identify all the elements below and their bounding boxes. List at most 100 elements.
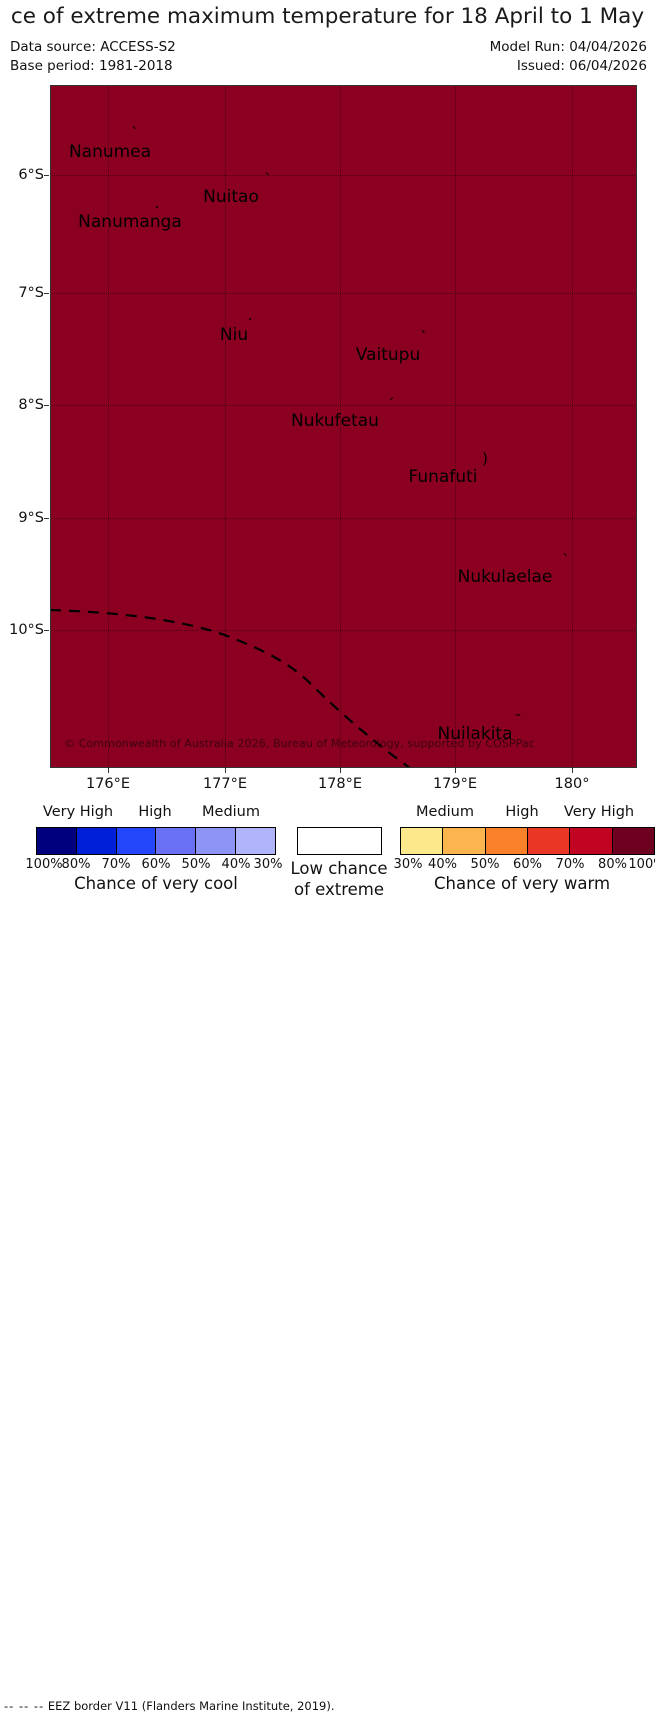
y-axis-tick-label: 10°S xyxy=(9,622,44,638)
x-axis-tick-mark xyxy=(340,768,341,773)
y-axis-tick-mark xyxy=(44,518,49,519)
warm-swatch[interactable] xyxy=(485,828,528,854)
cool-tick-label: 60% xyxy=(141,857,171,872)
cool-category-label: Very High xyxy=(42,804,114,820)
y-axis-tick-mark xyxy=(44,293,49,294)
island-label: Nuilakita xyxy=(437,724,513,744)
x-axis-tick-label: 177°E xyxy=(202,776,248,792)
gridline-horizontal xyxy=(50,293,637,294)
cool-swatch[interactable] xyxy=(236,828,275,854)
x-axis-tick-label: 180° xyxy=(554,776,590,792)
cool-legend-title: Chance of very cool xyxy=(74,874,238,893)
y-axis-tick-mark xyxy=(44,405,49,406)
gridline-horizontal xyxy=(50,405,637,406)
cool-colorbar[interactable] xyxy=(36,827,276,855)
x-axis-tick-mark xyxy=(225,768,226,773)
eez-dash-sample: -- -- -- xyxy=(4,1699,45,1713)
y-axis-tick-mark xyxy=(44,175,49,176)
warm-swatch[interactable] xyxy=(401,828,444,854)
island-marker-icon: ` xyxy=(562,551,570,570)
y-axis-tick-label: 9°S xyxy=(18,510,44,526)
warm-colorbar[interactable] xyxy=(400,827,655,855)
gridline-vertical xyxy=(572,85,573,768)
eez-footnote: -- -- -- EEZ border V11 (Flanders Marine… xyxy=(4,1699,335,1713)
cool-tick-label: 30% xyxy=(253,857,283,872)
gridline-horizontal xyxy=(50,630,637,631)
cool-tick-label: 40% xyxy=(221,857,251,872)
gridline-vertical xyxy=(340,85,341,768)
eez-footnote-text: EEZ border V11 (Flanders Marine Institut… xyxy=(47,1699,335,1713)
metadata-right: Model Run: 04/04/2026 Issued: 06/04/2026 xyxy=(490,38,647,76)
cool-swatch[interactable] xyxy=(76,828,117,854)
map-copyright: © Commonwealth of Australia 2026, Bureau… xyxy=(64,737,535,750)
low-chance-swatch[interactable] xyxy=(297,827,382,855)
x-axis-tick-label: 178°E xyxy=(317,776,363,792)
island-marker-icon: · xyxy=(154,198,160,217)
gridline-vertical xyxy=(108,85,109,768)
gridline-horizontal xyxy=(50,175,637,176)
cool-swatch[interactable] xyxy=(116,828,157,854)
cool-category-label: Medium xyxy=(202,804,260,820)
warm-tick-label: 70% xyxy=(555,857,585,872)
warm-category-label: Very High xyxy=(563,804,635,820)
legend: Very High High Medium 100% 80% 70% 60% 50% 40% 3… xyxy=(0,800,655,1713)
y-axis-tick-label: 6°S xyxy=(18,167,44,183)
cool-tick-label: 100% xyxy=(25,857,63,872)
y-axis-tick-mark xyxy=(44,630,49,631)
island-marker-icon: ` xyxy=(264,170,272,189)
cool-tick-label: 70% xyxy=(101,857,131,872)
gridline-vertical xyxy=(455,85,456,768)
island-label: Vaitupu xyxy=(355,345,421,365)
island-label: Nuitao xyxy=(203,187,259,207)
warm-swatch[interactable] xyxy=(443,828,486,854)
low-chance-line1: Low chance xyxy=(290,859,388,878)
island-marker-icon: · xyxy=(247,310,253,329)
warm-tick-label: 80% xyxy=(598,857,627,872)
warm-tick-label: 100% xyxy=(628,857,655,872)
cool-swatch[interactable] xyxy=(37,828,77,854)
warm-swatch[interactable] xyxy=(570,828,613,854)
cool-tick-label: 80% xyxy=(61,857,91,872)
island-label: Nanumea xyxy=(68,142,152,162)
warm-legend-title: Chance of very warm xyxy=(433,874,611,893)
warm-swatch[interactable] xyxy=(527,828,571,854)
warm-tick-label: 40% xyxy=(428,857,457,872)
cool-swatch[interactable] xyxy=(196,828,237,854)
cool-swatch[interactable] xyxy=(156,828,197,854)
warm-swatch[interactable] xyxy=(612,828,654,854)
warm-category-label: Medium xyxy=(416,804,474,820)
island-label: Nanumanga xyxy=(78,212,182,232)
island-marker-icon: ´ xyxy=(387,395,395,414)
island-marker-icon: ` xyxy=(420,328,428,347)
x-axis-tick-label: 176°E xyxy=(85,776,131,792)
model-run-text: Model Run: 04/04/2026 xyxy=(489,39,647,55)
island-marker-icon: ¯ xyxy=(514,711,522,730)
cool-category-label: High xyxy=(138,804,172,820)
x-axis-tick-label: 179°E xyxy=(432,776,478,792)
data-source-text: Data source: ACCESS-S2 xyxy=(10,39,176,55)
island-label: Funafuti xyxy=(408,467,478,487)
low-chance-label: Low chance of extreme xyxy=(264,858,414,900)
x-axis-tick-mark xyxy=(455,768,456,773)
eez-border-line xyxy=(50,608,411,768)
gridline-vertical xyxy=(225,85,226,768)
map-panel[interactable]: ` Nanumea ` Nuitao · Nanumanga · Niu ` Vaitupu ´ Nu… xyxy=(50,85,637,768)
gridline-horizontal xyxy=(50,518,637,519)
warm-tick-label: 50% xyxy=(470,857,500,872)
x-axis-tick-mark xyxy=(572,768,573,773)
warm-category-label: High xyxy=(505,804,539,820)
island-marker-icon: ) xyxy=(482,449,488,468)
page-title: ce of extreme maximum temperature for 18… xyxy=(10,4,645,29)
metadata-left: Data source: ACCESS-S2 Base period: 1981… xyxy=(10,38,176,76)
base-period-text: Base period: 1981-2018 xyxy=(10,58,173,74)
island-marker-icon: ` xyxy=(131,124,139,143)
issued-text: Issued: 06/04/2026 xyxy=(516,58,647,74)
warm-tick-label: 30% xyxy=(393,857,423,872)
x-axis-tick-mark xyxy=(108,768,109,773)
cool-tick-label: 50% xyxy=(181,857,211,872)
island-label: Niu xyxy=(219,325,249,345)
island-label: Nukufetau xyxy=(291,411,379,431)
y-axis-tick-label: 7°S xyxy=(18,285,44,301)
island-label: Nukulaelae xyxy=(457,567,553,587)
low-chance-line2: of extreme xyxy=(293,880,385,899)
